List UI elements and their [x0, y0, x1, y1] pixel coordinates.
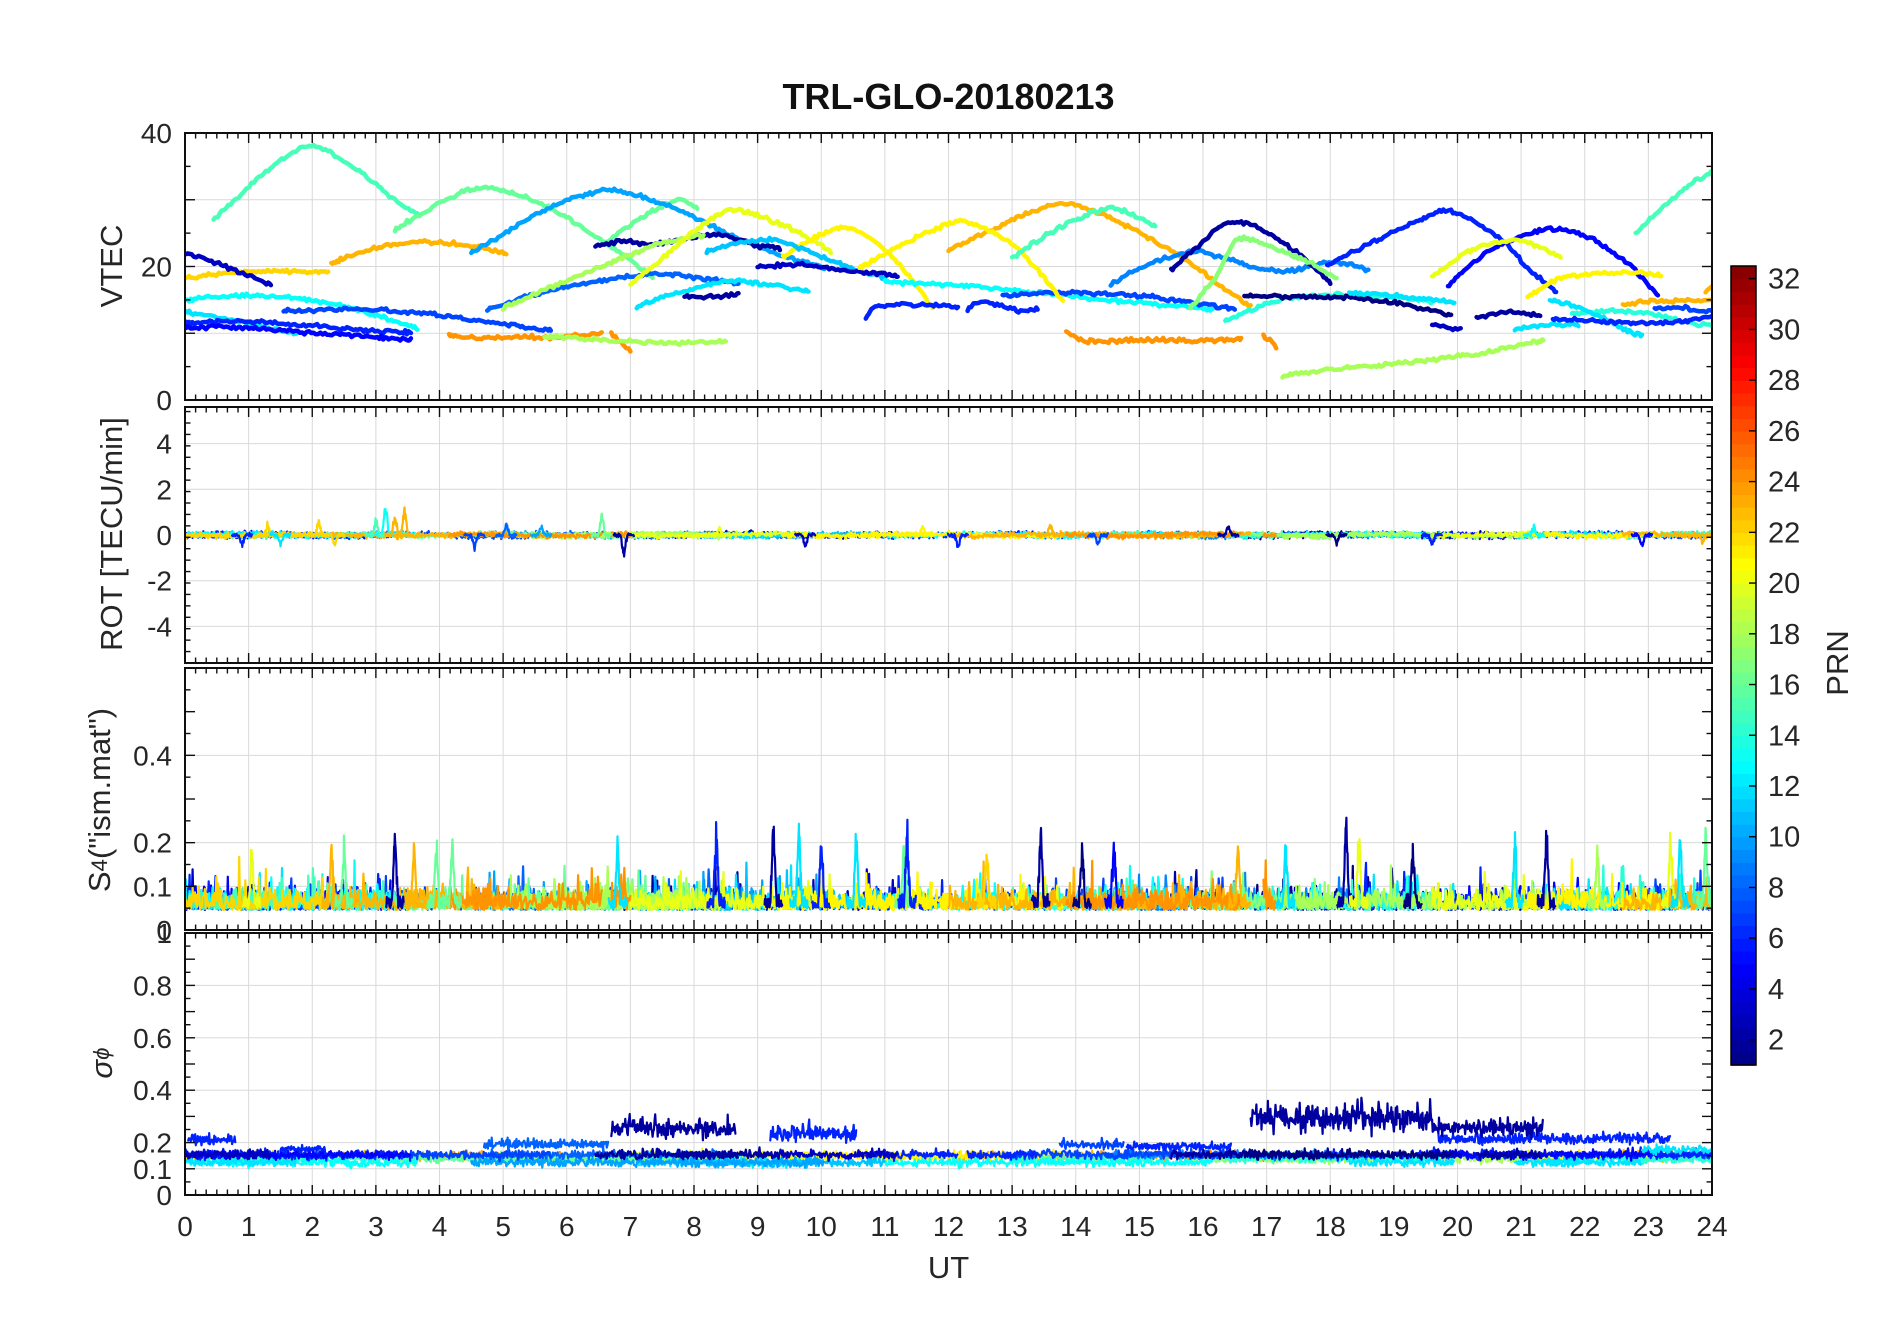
ytick-label: 40 [141, 118, 172, 149]
xtick-label: 16 [1187, 1211, 1218, 1242]
panel-ROT: -4 -2 0 2 4 [147, 406, 1713, 664]
panel-VTEC: 0 20 40 [141, 118, 1713, 416]
xtick-label: 6 [559, 1211, 575, 1242]
xtick-label: 10 [806, 1211, 837, 1242]
xtick-label: 22 [1569, 1211, 1600, 1242]
xtick-label: 20 [1442, 1211, 1473, 1242]
xtick-label: 4 [432, 1211, 448, 1242]
ytick-label: 4 [156, 429, 172, 460]
colorbar-tick-label: 14 [1768, 720, 1800, 752]
ytick-label: 0.6 [133, 1023, 172, 1054]
ytick-label: 0.1 [133, 871, 172, 902]
colorbar-tick-label: 32 [1768, 264, 1800, 296]
panel-S4: 0 0.1 0.2 0.4 [133, 667, 1713, 946]
ytick-label: -4 [147, 611, 172, 642]
xtick-label: 1 [241, 1211, 257, 1242]
xtick-label: 24 [1696, 1211, 1727, 1242]
xtick-label: 0 [177, 1211, 193, 1242]
ytick-label: -2 [147, 566, 172, 597]
ytick-label: 0 [156, 520, 172, 551]
ytick-label: 2 [156, 474, 172, 505]
chart-title: TRL-GLO-20180213 [782, 76, 1115, 117]
colorbar-tick-label: 4 [1768, 974, 1784, 1006]
colorbar-tick-label: 8 [1768, 872, 1784, 904]
ytick-label: 0 [156, 1180, 172, 1211]
xtick-label: 15 [1124, 1211, 1155, 1242]
xtick-label: 5 [495, 1211, 511, 1242]
colorbar-tick-label: 12 [1768, 771, 1800, 803]
colorbar-tick-label: 2 [1768, 1025, 1784, 1057]
ytick-label: 0 [156, 385, 172, 416]
xtick-label: 3 [368, 1211, 384, 1242]
ytick-label: 0.1 [133, 1154, 172, 1185]
ytick-label: 20 [141, 252, 172, 283]
ytick-label: 0.2 [133, 828, 172, 859]
colorbar-tick-label: 16 [1768, 670, 1800, 702]
xtick-label: 2 [304, 1211, 320, 1242]
colorbar-tick-label: 6 [1768, 923, 1784, 955]
colorbar-tick-label: 22 [1768, 517, 1800, 549]
xtick-label: 17 [1251, 1211, 1282, 1242]
ytick-label: 0 [156, 915, 172, 946]
xtick-label: 7 [623, 1211, 639, 1242]
xlabel-ut: UT [927, 1250, 970, 1285]
xtick-label: 12 [933, 1211, 964, 1242]
colorbar-tick-label: 20 [1768, 568, 1800, 600]
xtick-label: 19 [1378, 1211, 1409, 1242]
ytick-label: 0.4 [133, 1075, 172, 1106]
ytick-label: 0.4 [133, 740, 172, 771]
xtick-label: 21 [1506, 1211, 1537, 1242]
xtick-label: 13 [997, 1211, 1028, 1242]
ytick-label: 0.2 [133, 1128, 172, 1159]
ytick-label: 0.8 [133, 970, 172, 1001]
colorbar-tick-label: 30 [1768, 314, 1800, 346]
panel-sigma_phi: 00.10.20.40.60.81 [133, 918, 1713, 1211]
xtick-label: 11 [870, 1211, 899, 1242]
colorbar-tick-label: 24 [1768, 467, 1800, 499]
xtick-label: 18 [1315, 1211, 1346, 1242]
colorbar-tick-label: 28 [1768, 365, 1800, 397]
colorbar-tick-label: 10 [1768, 822, 1800, 854]
xtick-label: 23 [1633, 1211, 1664, 1242]
ytick-label: 1 [156, 918, 172, 949]
colorbar-tick-label: 26 [1768, 416, 1800, 448]
xtick-label: 8 [686, 1211, 702, 1242]
xtick-label: 9 [750, 1211, 766, 1242]
colorbar-tick-label: 18 [1768, 619, 1800, 651]
xtick-label: 14 [1060, 1211, 1091, 1242]
